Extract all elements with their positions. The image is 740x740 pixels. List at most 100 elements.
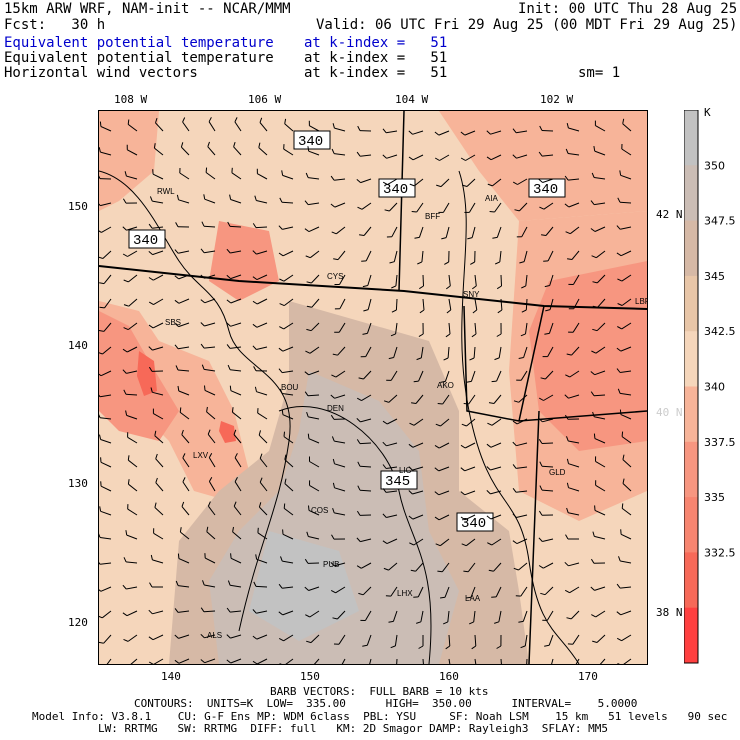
- wind-barb-flag: [174, 275, 180, 280]
- wind-barb: [516, 442, 528, 447]
- wind-barb-flag: [418, 333, 424, 338]
- wind-barb-flag: [233, 141, 236, 147]
- wind-barb: [338, 634, 346, 645]
- wind-barb: [386, 466, 398, 469]
- wind-barb: [153, 298, 164, 306]
- wind-barb-flag: [619, 170, 622, 176]
- wind-barb-flag: [123, 389, 127, 395]
- wind-barb: [548, 322, 554, 334]
- wind-barb-flag: [444, 261, 449, 265]
- wind-barb: [387, 178, 398, 186]
- wind-barb: [205, 172, 216, 180]
- wind-barb: [233, 434, 242, 444]
- wind-barb-flag: [179, 527, 182, 533]
- wind-barb: [568, 440, 580, 444]
- wind-barb-flag: [306, 305, 312, 308]
- wind-barb: [206, 531, 216, 540]
- wind-barb-flag: [180, 142, 184, 148]
- wind-barb-flag: [486, 515, 492, 520]
- field-level-2: at k-index = 51: [304, 50, 448, 66]
- wind-barb: [412, 490, 424, 495]
- wind-barb-flag: [330, 589, 336, 594]
- wind-barb: [620, 250, 632, 257]
- wind-barb-flag: [252, 609, 257, 614]
- wind-barb-flag: [148, 636, 154, 641]
- wind-barb-flag: [466, 380, 472, 383]
- wind-barb-flag: [492, 236, 498, 239]
- wind-barb: [178, 250, 190, 254]
- wind-barb: [551, 658, 554, 664]
- wind-barb-flag: [284, 478, 287, 484]
- wind-barb: [153, 658, 164, 664]
- wind-barb: [547, 346, 554, 357]
- wind-barb: [390, 586, 398, 597]
- wind-barb-flag: [382, 513, 387, 518]
- wind-barb-flag: [122, 253, 128, 257]
- wind-barb: [230, 557, 242, 564]
- wind-barb-flag: [520, 333, 526, 337]
- wind-barb-flag: [177, 385, 180, 392]
- wind-barb-flag: [149, 582, 153, 588]
- wind-barb: [572, 274, 580, 285]
- wind-barb-flag: [617, 197, 621, 203]
- wind-barb-flag: [383, 567, 389, 571]
- wind-barb-flag: [284, 118, 287, 124]
- wind-barb-flag: [278, 347, 284, 352]
- station-laa: LAA: [465, 594, 481, 603]
- wind-barb: [361, 562, 372, 569]
- wind-barb-flag: [308, 505, 310, 511]
- wind-barb: [335, 226, 346, 235]
- wind-barb-flag: [411, 211, 417, 213]
- wind-barb-flag: [175, 580, 179, 586]
- wind-barb-flag: [436, 184, 442, 188]
- wind-barb: [569, 586, 580, 594]
- contour-label-6: 340: [461, 516, 486, 532]
- wind-barb: [386, 130, 398, 134]
- wind-barb-flag: [258, 502, 262, 508]
- wind-barb-flag: [592, 411, 595, 417]
- wind-barb-flag: [305, 614, 311, 618]
- wind-barb-flag: [232, 526, 234, 532]
- wind-barb: [595, 484, 606, 492]
- wind-barb-flag: [231, 407, 234, 413]
- wind-barb: [334, 127, 346, 132]
- wind-barb-flag: [441, 237, 447, 240]
- wind-barb-flag: [148, 324, 154, 329]
- wind-barb-flag: [123, 304, 129, 307]
- wind-barb: [282, 174, 294, 180]
- wind-barb: [467, 562, 476, 573]
- valid-time: Valid: 06 UTC Fri 29 Aug 25 (00 MDT Fri …: [316, 17, 738, 33]
- wind-barb: [568, 178, 580, 181]
- field-name-3: Horizontal wind vectors: [4, 65, 198, 81]
- wind-barb-flag: [148, 251, 153, 255]
- wind-barb: [525, 298, 528, 311]
- wind-barb-flag: [206, 526, 209, 532]
- wind-barb: [594, 509, 606, 516]
- wind-barb-flag: [538, 151, 543, 157]
- wind-barb: [360, 178, 372, 184]
- station-den: DEN: [327, 404, 344, 413]
- grid-x-tick-170: 170: [578, 670, 598, 683]
- wind-barb: [335, 370, 346, 378]
- wind-barb-flag: [281, 170, 284, 176]
- wind-barb: [230, 298, 242, 304]
- wind-barb: [420, 346, 424, 358]
- wind-barb: [365, 250, 372, 262]
- colorbar-label: 335: [704, 491, 725, 504]
- wind-barb-flag: [564, 414, 569, 420]
- wind-barb: [363, 226, 372, 236]
- wind-barb: [104, 298, 112, 309]
- colorbar-swatch: [684, 220, 698, 277]
- wind-barb-flag: [382, 181, 388, 186]
- wind-barb-flag: [616, 252, 622, 257]
- wind-barb: [571, 346, 580, 356]
- wind-barb-flag: [491, 380, 497, 383]
- wind-barb-flag: [332, 508, 335, 514]
- wind-barb-flag: [279, 278, 285, 282]
- wind-barb: [284, 123, 294, 132]
- model-info-line-2: LW: RRTMG SW: RRTMG DIFF: full KM: 2D Sm…: [98, 722, 608, 735]
- wind-barb-flag: [307, 146, 310, 152]
- wind-barb-flag: [411, 402, 417, 404]
- wind-barb-flag: [513, 567, 519, 571]
- wind-barb: [230, 584, 242, 588]
